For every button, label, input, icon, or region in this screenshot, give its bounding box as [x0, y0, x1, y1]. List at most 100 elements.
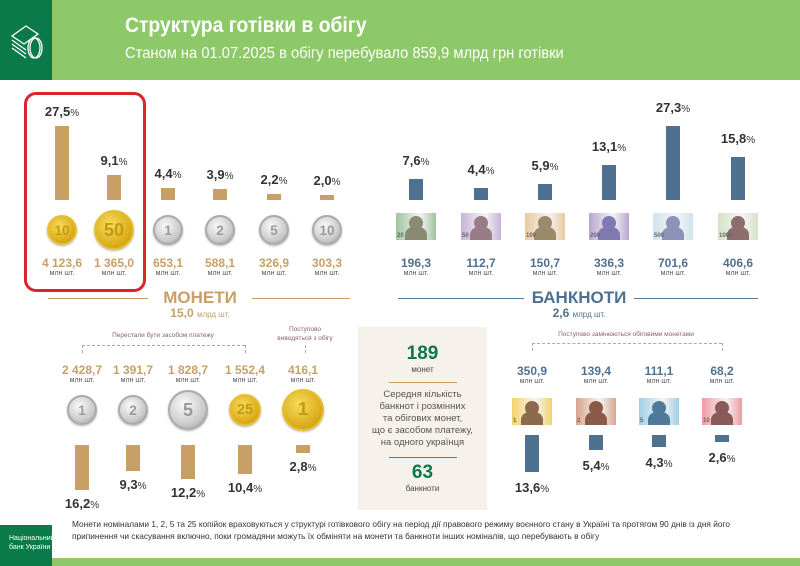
nbu-logo: Національний банк України	[0, 525, 55, 566]
count-unit: млн шт.	[468, 270, 494, 277]
coin-10-icon: 10	[312, 215, 342, 245]
highlight-frame	[24, 92, 146, 292]
portrait-silhouette	[598, 227, 620, 240]
coin-2-icon: 2	[205, 215, 235, 245]
notes-per-capita: 63	[411, 462, 434, 483]
percent-label: 9,1%	[101, 153, 128, 168]
info-line: та обігових монет,	[382, 413, 463, 424]
coins-total: 15,0 млрд шт.	[170, 306, 229, 320]
divider	[634, 298, 758, 299]
count-value: 406,6	[722, 256, 754, 270]
count-value: 588,1	[204, 256, 236, 270]
portrait-silhouette	[731, 216, 745, 230]
percent-value: 12,2	[170, 484, 197, 500]
portrait-silhouette	[525, 401, 539, 415]
percent-value: 16,2	[64, 496, 91, 512]
count-value: 1 828,7	[167, 363, 209, 377]
percent-sign: %	[253, 483, 263, 495]
percent-value: 9,3	[119, 476, 138, 492]
percent-value: 2,0	[313, 172, 332, 188]
percent-sign: %	[663, 458, 673, 470]
bar	[602, 164, 616, 200]
bar	[538, 184, 552, 200]
percent-sign: %	[278, 176, 288, 188]
bar	[75, 445, 89, 491]
bracket	[82, 345, 245, 346]
bar	[267, 194, 281, 200]
coins-total-unit: млрд шт.	[196, 310, 230, 319]
count-value: 303,3	[311, 256, 343, 270]
divider	[398, 298, 524, 299]
denomination: 1000	[719, 233, 733, 239]
footer-strip	[52, 558, 800, 566]
percent-label: 4,4%	[155, 166, 182, 181]
percent-sign: %	[172, 170, 182, 182]
bracket	[305, 345, 306, 353]
count-value: 350,9	[516, 364, 548, 378]
banknote-500-icon: 500	[653, 213, 693, 240]
percent-sign: %	[118, 157, 128, 169]
banknote-1-icon: 1	[512, 398, 552, 425]
count-value: 4 123,6	[41, 256, 83, 270]
percent-label: 13,6%	[515, 480, 549, 495]
portrait-silhouette	[585, 412, 607, 425]
count-value: 326,9	[258, 256, 290, 270]
banknote-10-icon: 10	[702, 398, 742, 425]
info-text: Середня кількість банкнот і розмінних та…	[358, 389, 487, 449]
denomination: 2	[577, 418, 581, 424]
coin-1-icon: 1	[153, 215, 183, 245]
footnote: Монети номіналами 1, 2, 5 та 25 копійок …	[72, 519, 730, 541]
denomination: 500	[654, 233, 665, 239]
percent-value: 2,6	[708, 450, 727, 466]
denomination: 5	[640, 418, 644, 424]
banknote-20-icon: 20	[396, 213, 436, 240]
divider	[388, 382, 457, 383]
count-value: 336,3	[593, 256, 625, 270]
count-unit: млн шт.	[314, 270, 340, 277]
portrait-silhouette	[711, 412, 733, 425]
bar	[525, 435, 539, 472]
count-unit: млн шт.	[69, 377, 95, 384]
banknote-1000-icon: 1000	[718, 213, 758, 240]
percent-value: 27,5	[44, 103, 71, 119]
count-value: 1 365,0	[93, 256, 135, 270]
cash-coins-icon	[0, 0, 52, 80]
coins-title: МОНЕТИ	[163, 288, 237, 307]
percent-sign: %	[90, 500, 100, 512]
portrait-silhouette	[715, 401, 729, 415]
logo-text: банк України	[9, 544, 51, 551]
percent-label: 9,3%	[120, 477, 147, 492]
bar	[715, 435, 729, 443]
banknote-5-icon: 5	[639, 398, 679, 425]
count-unit: млн шт.	[49, 270, 75, 277]
coins-stopped-label: Перестали бути засобом платежу	[112, 332, 214, 339]
percent-label: 4,3%	[646, 455, 673, 470]
page-title: Структура готівки в обігу	[125, 14, 367, 37]
coins-total-value: 15,0	[170, 306, 194, 320]
portrait-silhouette	[727, 227, 749, 240]
count-unit: млн шт.	[709, 378, 735, 385]
percent-value: 9,1	[100, 153, 119, 169]
percent-sign: %	[420, 157, 430, 169]
count-unit: млн шт.	[596, 270, 622, 277]
bracket	[532, 343, 722, 344]
percent-label: 5,9%	[532, 158, 559, 173]
banknote-50-icon: 50	[461, 213, 501, 240]
count-value: 68,2	[710, 364, 734, 378]
percent-sign: %	[485, 166, 495, 178]
count-unit: млн шт.	[155, 270, 181, 277]
count-value: 416,1	[287, 363, 319, 377]
coin-1-icon: 1	[67, 395, 97, 425]
count-unit: млн шт.	[519, 378, 545, 385]
bar	[409, 179, 423, 200]
count-value: 139,4	[580, 364, 612, 378]
page-subtitle: Станом на 01.07.2025 в обігу перебувало …	[125, 45, 564, 62]
coins-withdrawn-label: Поступово виводяться з обігу	[277, 325, 332, 343]
bar	[238, 445, 252, 474]
bracket	[532, 343, 533, 351]
count-unit: млн шт.	[207, 270, 233, 277]
percent-label: 16,2%	[65, 496, 99, 511]
bar	[161, 188, 175, 200]
percent-label: 10,4%	[228, 480, 262, 495]
percent-label: 27,5%	[45, 104, 79, 119]
